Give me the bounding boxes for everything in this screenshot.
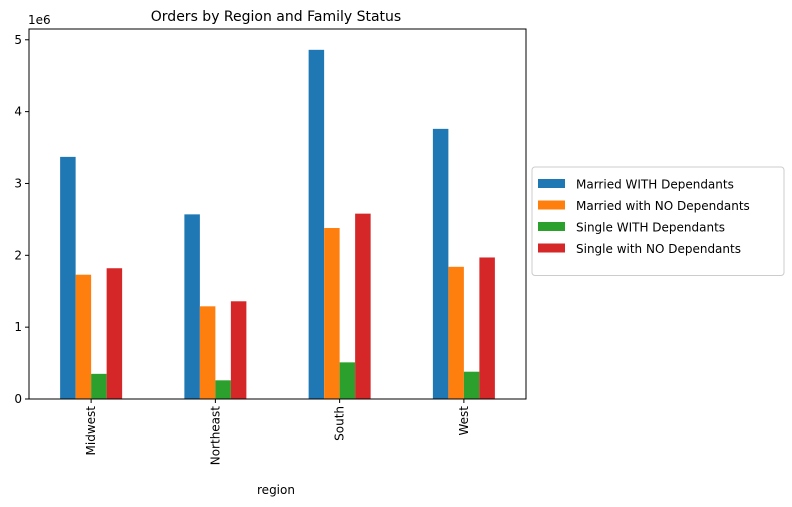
bar-northeast-series-3 xyxy=(230,301,247,399)
legend-swatch-2 xyxy=(538,222,565,231)
chart-title: Orders by Region and Family Status xyxy=(151,9,401,25)
legend-label-0: Married WITH Dependants xyxy=(576,178,734,192)
legend-frame xyxy=(531,166,785,276)
x-axis-label: region xyxy=(257,483,295,497)
bar-south-series-1 xyxy=(324,228,340,399)
x-axis: Midwest Northeast South West xyxy=(84,399,471,465)
x-tick-label-midwest: Midwest xyxy=(84,406,98,456)
plot-frame xyxy=(28,28,527,400)
bar-midwest-series-3 xyxy=(106,268,123,399)
y-tick-label: 5 xyxy=(14,33,22,47)
x-tick-label-northeast: Northeast xyxy=(208,406,222,466)
y-tick-label: 2 xyxy=(14,248,22,262)
bar-west-series-2 xyxy=(463,371,480,399)
bar-south-series-2 xyxy=(339,362,356,399)
legend-label-2: Single WITH Dependants xyxy=(576,221,725,235)
bar-west-series-0 xyxy=(432,128,449,400)
bar-south-series-3 xyxy=(355,213,371,399)
bar-west-series-1 xyxy=(448,266,464,399)
x-tick-label-west: West xyxy=(457,406,471,436)
x-tick-label-south: South xyxy=(333,406,347,441)
bar-midwest-series-1 xyxy=(75,274,92,399)
bar-midwest-series-0 xyxy=(60,156,76,399)
bar-west-series-3 xyxy=(479,257,495,399)
legend: Married WITH Dependants Married with NO D… xyxy=(531,166,785,276)
y-axis: 0 1 2 3 4 5 xyxy=(14,33,29,406)
legend-swatch-1 xyxy=(538,200,565,210)
y-tick-label: 3 xyxy=(14,176,22,190)
bars-group xyxy=(60,49,495,400)
bar-south-series-0 xyxy=(308,49,325,399)
y-tick-label: 1 xyxy=(14,320,22,334)
bar-northeast-series-0 xyxy=(184,214,200,399)
y-tick-label: 4 xyxy=(14,105,22,119)
legend-label-1: Married with NO Dependants xyxy=(576,199,750,213)
y-offset-label: 1e6 xyxy=(28,13,51,27)
legend-swatch-3 xyxy=(538,243,565,253)
bar-midwest-series-2 xyxy=(91,373,107,399)
legend-swatch-0 xyxy=(538,179,565,188)
bar-northeast-series-2 xyxy=(215,380,231,399)
y-tick-label: 0 xyxy=(14,392,22,406)
bar-northeast-series-1 xyxy=(199,306,216,399)
legend-label-3: Single with NO Dependants xyxy=(576,242,741,256)
